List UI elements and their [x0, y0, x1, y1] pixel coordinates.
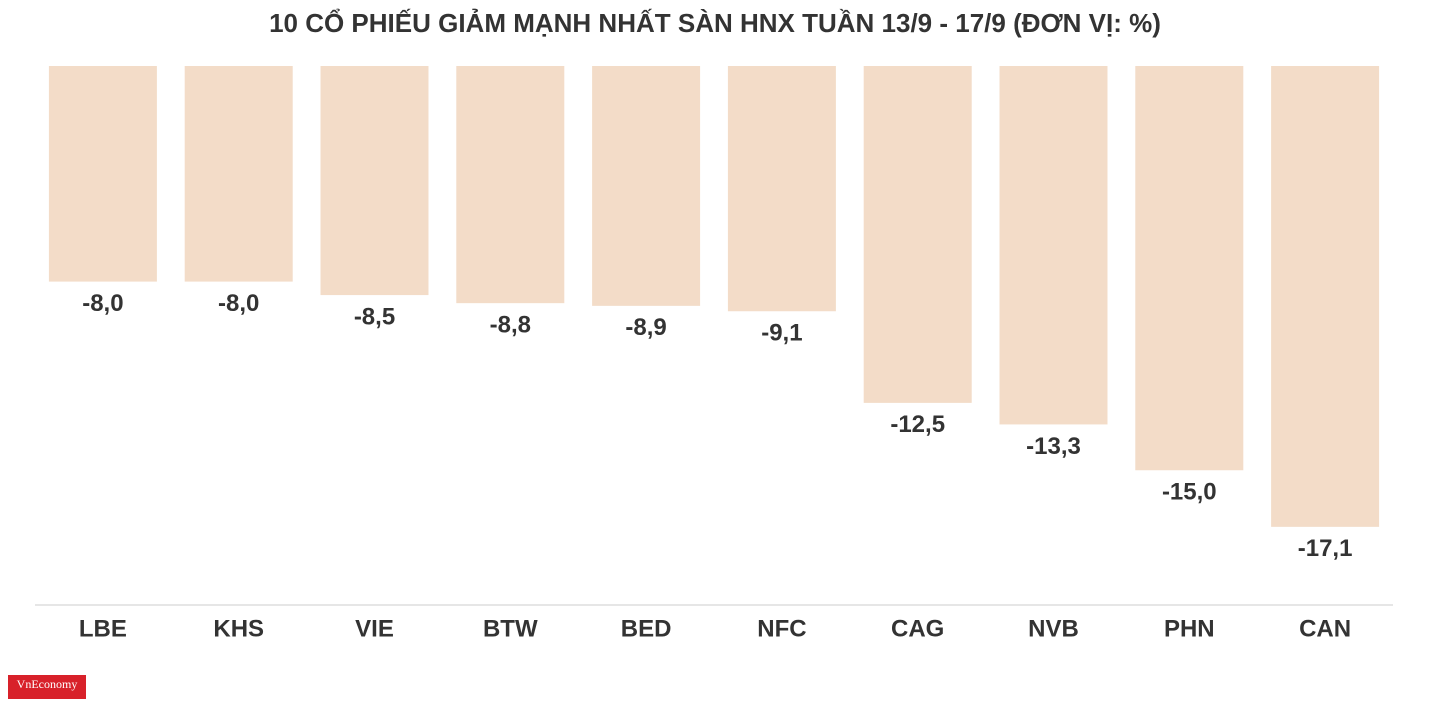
- bar: [999, 66, 1108, 425]
- data-label: -13,3: [1026, 433, 1081, 460]
- x-tick-label: NFC: [757, 615, 806, 642]
- x-tick-label: NVB: [1028, 615, 1079, 642]
- data-label: -17,1: [1298, 535, 1353, 562]
- data-label: -15,0: [1162, 479, 1217, 506]
- data-label: -12,5: [890, 411, 945, 438]
- data-label: -9,1: [761, 320, 802, 347]
- bar: [1271, 66, 1380, 527]
- data-label: -8,5: [354, 303, 395, 330]
- logo-box: [8, 675, 86, 699]
- x-tick-label: PHN: [1164, 615, 1215, 642]
- bar: [1135, 66, 1244, 471]
- x-tick-label: BTW: [483, 615, 538, 642]
- data-label: -8,0: [82, 290, 123, 317]
- x-tick-label: CAN: [1299, 615, 1351, 642]
- chart-title: 10 CỔ PHIẾU GIẢM MẠNH NHẤT SÀN HNX TUẦN …: [269, 8, 1161, 38]
- x-tick-label: CAG: [891, 615, 944, 642]
- bar: [48, 66, 157, 282]
- bar: [320, 66, 429, 296]
- x-tick-label: LBE: [79, 615, 127, 642]
- x-tick-label: BED: [621, 615, 672, 642]
- logo: VnEconomy: [17, 677, 78, 691]
- data-label: -8,9: [625, 314, 666, 341]
- x-tick-label: VIE: [355, 615, 394, 642]
- x-tick-label: KHS: [213, 615, 264, 642]
- bar: [863, 66, 972, 403]
- bar: [592, 66, 701, 306]
- bar: [727, 66, 836, 312]
- data-label: -8,0: [218, 290, 259, 317]
- bar: [456, 66, 565, 304]
- bar: [184, 66, 293, 282]
- data-label: -8,8: [490, 312, 531, 339]
